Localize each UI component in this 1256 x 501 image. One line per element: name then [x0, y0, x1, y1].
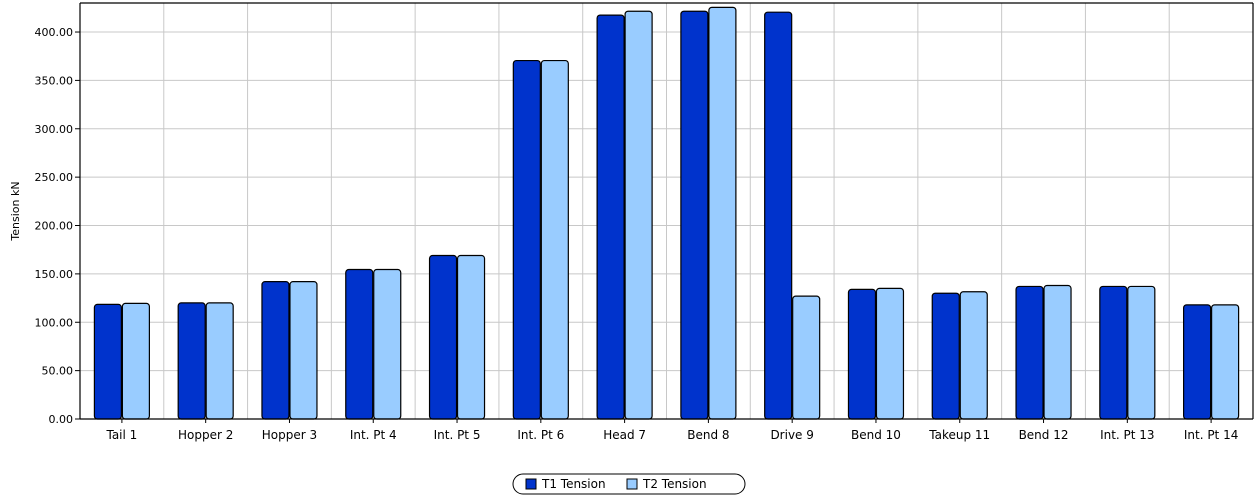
bar-t2-tension [624, 10, 653, 420]
bar-t1-tension [931, 292, 960, 420]
gridlines [80, 3, 1253, 419]
y-tick-label: 300.00 [35, 123, 74, 136]
bar-t2-tension [456, 254, 486, 420]
legend-label: T2 Tension [642, 477, 707, 491]
x-axis-tick-labels: Tail 1 Hopper 2 Hopper 3 Int. Pt 4 Int. Pt 5… [105, 428, 1238, 442]
x-tick-label: Int. Pt 4 [350, 428, 397, 442]
y-tick-label: 350.00 [35, 74, 74, 87]
x-tick-label: Int. Pt 5 [434, 428, 481, 442]
x-tick-label: Int. Pt 14 [1184, 428, 1239, 442]
bar-t2-tension [373, 268, 402, 420]
y-tick-label: 150.00 [35, 268, 74, 281]
bar-t2-tension [792, 295, 821, 420]
legend: T1 Tension T2 Tension [512, 473, 746, 495]
bar-t1-tension [512, 59, 541, 420]
y-tick-label: 0.00 [49, 413, 74, 426]
bar-t2-tension [1043, 284, 1072, 420]
y-tick-label: 250.00 [35, 171, 74, 184]
legend-swatch [626, 478, 638, 490]
bar-t1-tension [93, 303, 122, 420]
bar-t1-tension [596, 14, 625, 420]
bar-t2-tension [205, 302, 234, 420]
x-tick-label: Bend 8 [687, 428, 729, 442]
bar-t2-tension [289, 281, 318, 420]
y-axis-tick-labels: 0.00 50.00 100.00 150.00 200.00 250.00 300.00 3… [35, 26, 74, 426]
y-tick-label: 400.00 [35, 26, 74, 39]
bar-t1-tension [1099, 285, 1128, 420]
bar-t1-tension [764, 11, 793, 420]
bar-t2-tension [708, 6, 737, 420]
x-tick-label: Hopper 3 [262, 428, 317, 442]
bar-t2-tension [875, 287, 905, 420]
bar-t1-tension [428, 254, 458, 420]
legend-label: T1 Tension [541, 477, 606, 491]
y-tick-label: 50.00 [42, 365, 74, 378]
x-tick-label: Tail 1 [105, 428, 137, 442]
bar-t2-tension [959, 291, 988, 420]
y-tick-label: 200.00 [35, 220, 74, 233]
axes [75, 2, 1254, 423]
bar-t1-tension [261, 281, 290, 420]
bar-t1-tension [847, 288, 877, 420]
bar-t2-tension [121, 302, 150, 420]
bar-t1-tension [1015, 285, 1044, 420]
x-tick-label: Takeup 11 [928, 428, 990, 442]
bar-t1-tension [177, 302, 206, 420]
bar-t1-tension [680, 10, 709, 420]
bars [93, 6, 1240, 420]
bar-t2-tension [540, 59, 569, 420]
legend-swatch [525, 478, 537, 490]
x-tick-label: Bend 10 [851, 428, 901, 442]
bar-t1-tension [1183, 304, 1212, 420]
y-axis-title: Tension kN [9, 181, 22, 241]
x-tick-label: Drive 9 [770, 428, 813, 442]
x-tick-label: Head 7 [603, 428, 646, 442]
x-tick-label: Int. Pt 13 [1100, 428, 1155, 442]
bar-t2-tension [1127, 285, 1156, 420]
x-tick-label: Int. Pt 6 [517, 428, 564, 442]
bar-t1-tension [345, 268, 374, 420]
x-tick-label: Hopper 2 [178, 428, 233, 442]
x-tick-label: Bend 12 [1019, 428, 1069, 442]
y-tick-label: 100.00 [35, 316, 74, 329]
bar-t2-tension [1211, 304, 1240, 420]
